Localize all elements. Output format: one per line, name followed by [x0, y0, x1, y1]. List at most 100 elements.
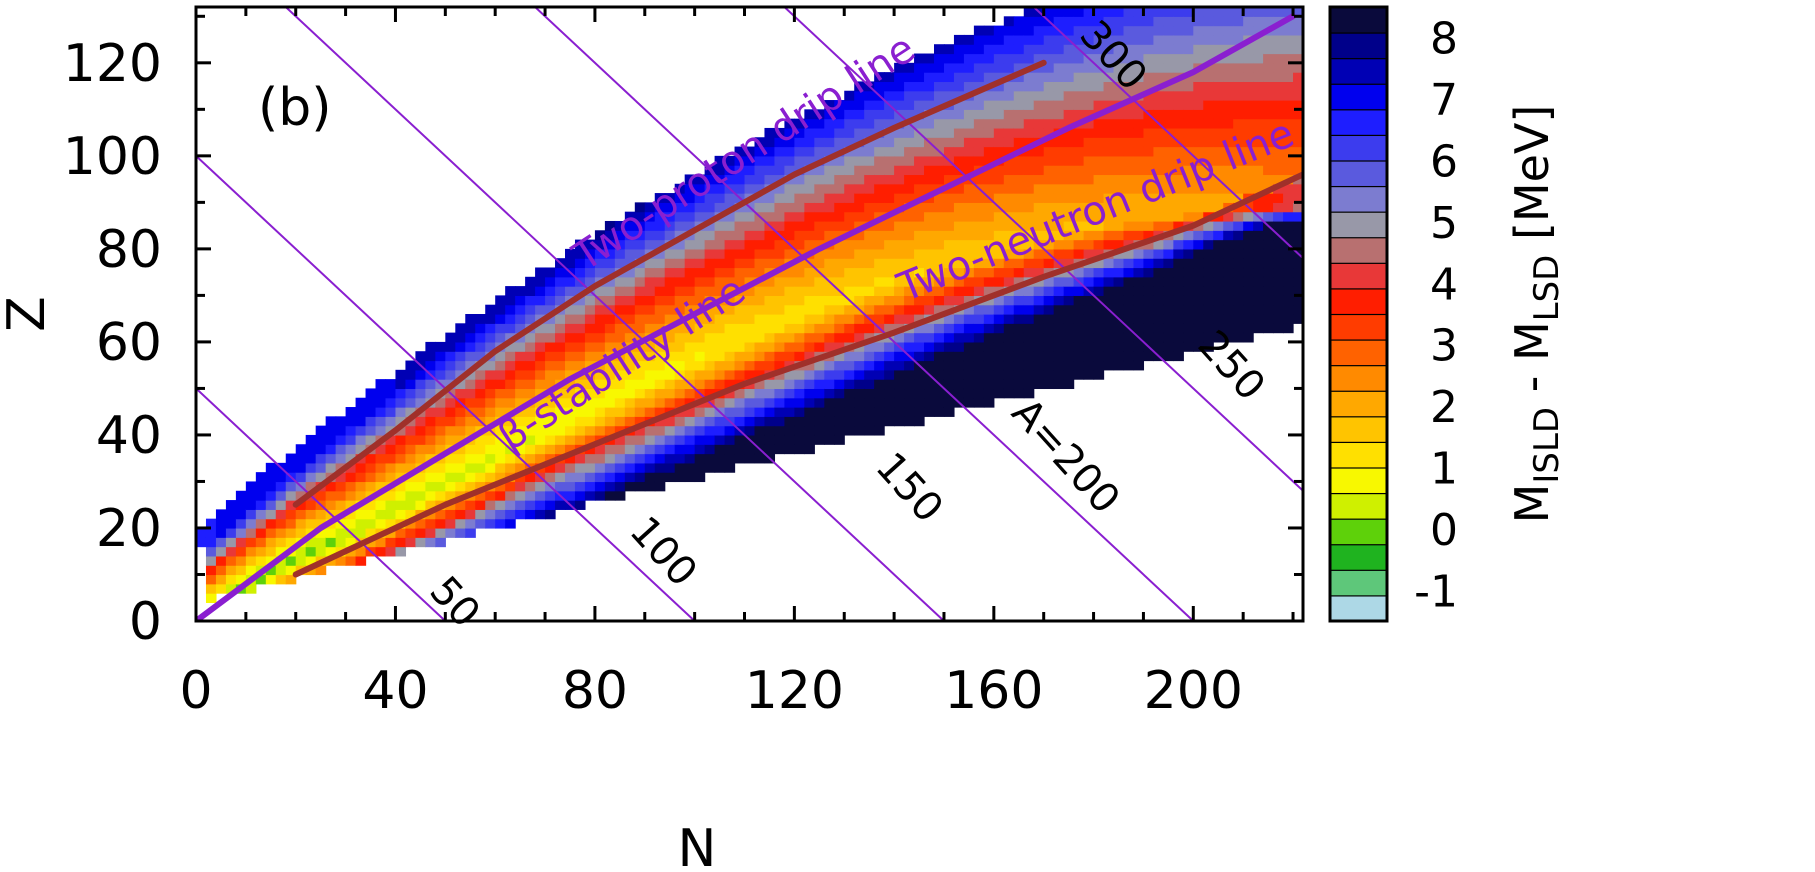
heatmap-cell [814, 183, 825, 194]
heatmap-cell [365, 481, 377, 492]
heatmap-cell [1053, 62, 1065, 73]
heatmap-cell [1013, 155, 1025, 166]
heatmap-cell [345, 500, 357, 510]
heatmap-cell [435, 351, 446, 362]
heatmap-cell [395, 462, 407, 473]
heatmap-cell [953, 388, 965, 399]
heatmap-cell [904, 295, 915, 306]
heatmap-cell [1183, 323, 1194, 334]
colorbar-segment [1329, 518, 1388, 546]
heatmap-cell [993, 146, 1005, 157]
heatmap-cell [425, 453, 436, 464]
heatmap-cell [1123, 211, 1135, 222]
heatmap-cell [983, 211, 995, 222]
heatmap-cell [435, 490, 446, 501]
heatmap-cell [1143, 7, 1154, 17]
heatmap-cell [584, 369, 596, 380]
heatmap-cell [604, 230, 616, 241]
heatmap-cell [844, 202, 855, 213]
heatmap-cell [664, 416, 676, 427]
heatmap-cell [714, 183, 726, 194]
heatmap-cell [1283, 155, 1294, 166]
heatmap-cell [1213, 25, 1224, 36]
heatmap-cell [1283, 314, 1294, 324]
x-tick-label: 0 [179, 661, 212, 721]
colorbar-frame [1328, 5, 1389, 623]
heatmap-cell [1273, 90, 1284, 101]
two-neutron-drip-curve [292, 171, 1303, 578]
heatmap-cell [1233, 53, 1244, 64]
heatmap-cell [934, 258, 945, 269]
heatmap-cell [505, 295, 516, 306]
heatmap-cell [874, 304, 885, 315]
heatmap-cell [924, 72, 935, 83]
heatmap-cell [1233, 174, 1244, 185]
heatmap-cell [1133, 44, 1145, 55]
heatmap-cell [894, 258, 905, 269]
heatmap-cell [963, 360, 975, 371]
heatmap-cell [1193, 341, 1204, 352]
heatmap-cell [1033, 44, 1045, 55]
heatmap-cell [475, 500, 486, 510]
heatmap-cell [724, 239, 736, 250]
heatmap-cell [365, 434, 377, 445]
heatmap-cell [395, 369, 407, 380]
heatmap-cell [1083, 295, 1095, 306]
heatmap-cell [1103, 90, 1115, 101]
colorbar-segment [1329, 313, 1388, 341]
heatmap-cell [1193, 323, 1204, 334]
heatmap-cell [934, 211, 945, 222]
heatmap-cell [1073, 332, 1085, 343]
heatmap-cell [405, 500, 416, 510]
heatmap-cell [854, 267, 865, 278]
heatmap-cell [914, 165, 925, 176]
heatmap-cell [1223, 220, 1234, 231]
heatmap-cell [1163, 304, 1174, 315]
heatmap-cell [1283, 267, 1294, 278]
heatmap-cell [385, 434, 397, 445]
heatmap-cell [963, 165, 975, 176]
heatmap-cell [395, 481, 407, 492]
heatmap-cell [1153, 174, 1164, 185]
heatmap-cell [644, 351, 656, 362]
heatmap-cell [1163, 323, 1174, 334]
heatmap-cell [754, 137, 766, 148]
heatmap-cell [604, 444, 616, 455]
heatmap-cell [415, 500, 426, 510]
heatmap-cell [1003, 258, 1015, 269]
heatmap-cell [1063, 314, 1075, 324]
heatmap-cell [904, 100, 915, 110]
heatmap-cell [914, 118, 925, 129]
heatmap-cell [744, 425, 756, 436]
heatmap-cell [1003, 220, 1015, 231]
heatmap-cell [963, 314, 975, 324]
heatmap-cell [1103, 34, 1115, 45]
heatmap-cell [545, 369, 556, 380]
heatmap-cell [1213, 90, 1224, 101]
heatmap-cell [584, 295, 596, 306]
heatmap-cell [1073, 155, 1085, 166]
heatmap-cell [415, 379, 426, 390]
heatmap-cell [1253, 25, 1264, 36]
heatmap-cell [894, 220, 905, 231]
heatmap-cell [1163, 53, 1174, 64]
heatmap-cell [1053, 44, 1065, 55]
heatmap-cell [943, 146, 955, 157]
heatmap-cell [385, 472, 397, 483]
heatmap-cell [495, 369, 506, 380]
heatmap-cell [1023, 165, 1035, 176]
heatmap-cell [674, 341, 686, 352]
heatmap-cell [724, 407, 736, 417]
heatmap-cell [265, 518, 277, 529]
heatmap-cell [654, 202, 666, 213]
heatmap-cell [1223, 146, 1234, 157]
heatmap-cell [1003, 295, 1015, 306]
heatmap-cell [465, 527, 476, 538]
heatmap-cell [1203, 276, 1214, 287]
heatmap-cell [973, 100, 985, 110]
heatmap-cell [694, 193, 706, 203]
heatmap-cell [325, 462, 337, 473]
heatmap-cell [1083, 314, 1095, 324]
heatmap-cell [455, 444, 466, 455]
heatmap-cell [1213, 220, 1224, 231]
